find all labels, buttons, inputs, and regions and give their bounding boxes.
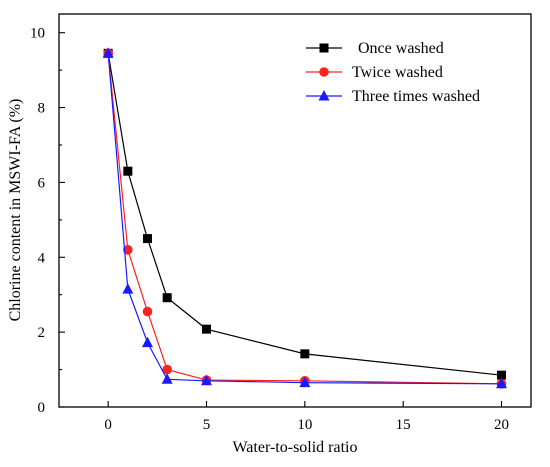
y-tick-label: 6 bbox=[38, 175, 46, 191]
legend-label: Three times washed bbox=[352, 88, 480, 105]
legend: Once washed Twice washed Three times washe… bbox=[306, 40, 480, 105]
data-point bbox=[300, 349, 310, 359]
data-point bbox=[202, 324, 211, 334]
data-point bbox=[123, 245, 133, 255]
data-point bbox=[201, 374, 212, 386]
y-tick-label: 4 bbox=[38, 250, 46, 266]
data-point bbox=[161, 373, 173, 384]
x-tick-label: 5 bbox=[203, 417, 211, 433]
legend-entry: Once washed bbox=[306, 40, 444, 57]
legend-entry: Twice washed bbox=[306, 64, 443, 81]
data-point bbox=[496, 377, 507, 389]
y-tick-label: 2 bbox=[38, 325, 46, 341]
x-tick-label: 20 bbox=[494, 417, 509, 433]
data-point bbox=[497, 370, 506, 380]
y-tick-label: 0 bbox=[38, 400, 46, 416]
x-tick-label: 15 bbox=[396, 417, 411, 433]
legend-entry: Three times washed bbox=[306, 88, 480, 105]
legend-label: Once washed bbox=[358, 40, 444, 57]
series-layer bbox=[102, 47, 507, 389]
data-point bbox=[123, 166, 133, 176]
data-point bbox=[143, 234, 152, 244]
data-point bbox=[122, 283, 134, 294]
y-axis-title: Chlorine content in MSWI-FA (%) bbox=[7, 99, 24, 322]
series-3 bbox=[102, 47, 507, 389]
legend-label: Twice washed bbox=[352, 64, 443, 81]
y-tick-label: 8 bbox=[38, 101, 46, 117]
data-point bbox=[142, 336, 153, 348]
data-point bbox=[162, 364, 172, 375]
x-tick-label: 0 bbox=[104, 417, 112, 433]
x-axis-title: Water-to-solid ratio bbox=[232, 439, 357, 456]
legend-marker bbox=[319, 67, 329, 77]
legend-marker bbox=[318, 90, 330, 101]
data-point bbox=[162, 293, 172, 303]
axis-ticks: 0 5 10 15 20 0 2 4 6 8 10 bbox=[30, 26, 509, 433]
data-point bbox=[299, 376, 311, 388]
series-1 bbox=[103, 48, 506, 380]
plot-frame bbox=[58, 13, 532, 408]
data-point bbox=[142, 306, 153, 317]
legend-marker bbox=[319, 43, 329, 53]
y-tick-label: 10 bbox=[30, 26, 45, 42]
data-point bbox=[102, 47, 114, 58]
x-tick-label: 10 bbox=[297, 417, 312, 433]
